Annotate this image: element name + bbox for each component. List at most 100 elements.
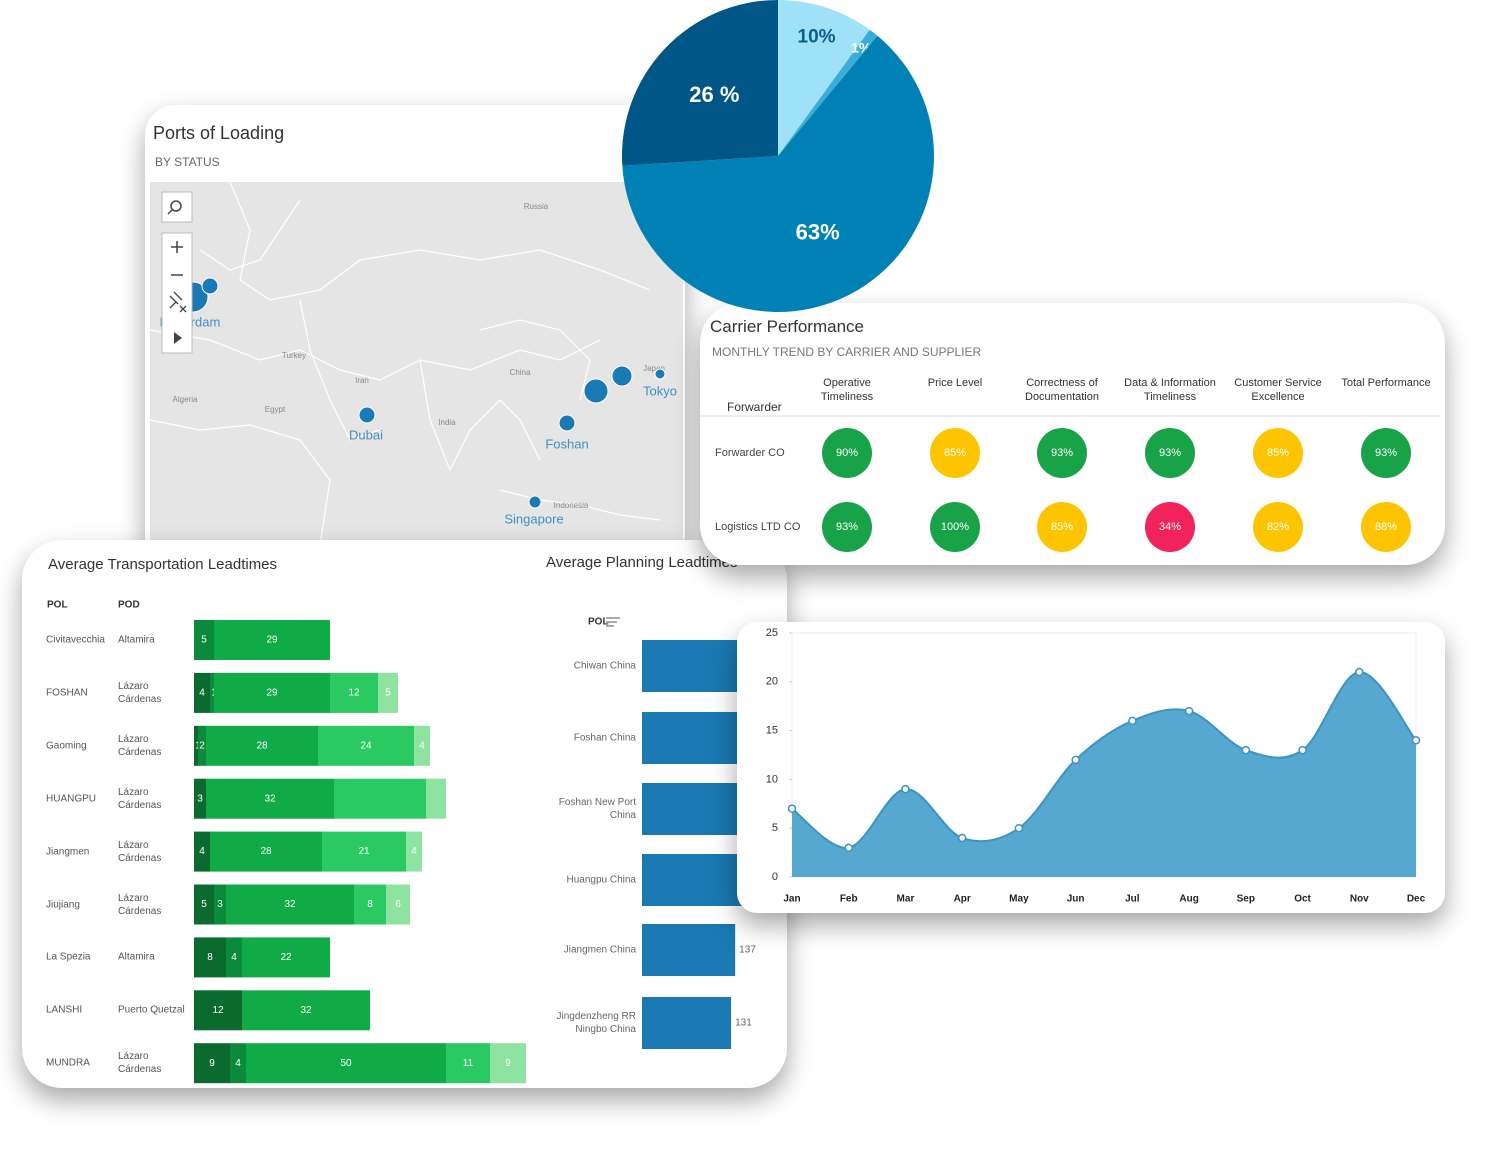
bar bbox=[642, 854, 750, 906]
sort-icon[interactable] bbox=[606, 617, 620, 627]
row-label: Forwarder CO bbox=[715, 446, 785, 459]
status-circle bbox=[1361, 428, 1411, 478]
status-circle bbox=[1361, 502, 1411, 552]
pol-label: Jiangmen bbox=[46, 846, 90, 858]
play-icon[interactable] bbox=[174, 332, 182, 344]
segment-label: 4 bbox=[419, 740, 425, 751]
status-circle bbox=[930, 502, 980, 552]
bar-segment bbox=[226, 884, 354, 925]
segment-label: 4 bbox=[411, 846, 417, 857]
segment-label: 28 bbox=[256, 740, 268, 751]
pol-label: MUNDRA bbox=[46, 1057, 90, 1069]
port-dot bbox=[654, 368, 666, 380]
pod-label: Lázaro Cárdenas bbox=[118, 1051, 162, 1076]
port-label: Tokyo bbox=[643, 383, 677, 398]
pod-label: Lázaro Cárdenas bbox=[118, 733, 162, 758]
x-tick-label: Nov bbox=[1350, 894, 1369, 905]
pie-label: 63% bbox=[796, 220, 840, 245]
status-circle bbox=[1037, 502, 1087, 552]
pol-label: HUANGPU bbox=[46, 793, 97, 805]
segment-label: 5 bbox=[201, 899, 207, 910]
bar-segment bbox=[210, 672, 214, 713]
segment-label: 32 bbox=[300, 1005, 312, 1016]
search-button[interactable] bbox=[161, 191, 193, 223]
port-dot bbox=[528, 495, 542, 509]
pie-label: 26 % bbox=[689, 82, 739, 107]
bar-value-label: 131 bbox=[735, 1018, 752, 1029]
category-label: Jiangmen China bbox=[563, 944, 636, 956]
carrier-canvas: 90% 85% 93% 93% 85% 93% 93% 100% 85% 34% 82% 88% bbox=[700, 415, 1440, 552]
data-point bbox=[957, 833, 967, 843]
pie-chart: 10%1%63%26 % bbox=[621, 0, 934, 312]
segment-label: 4 bbox=[235, 1058, 241, 1069]
area-canvas: 0 5 10 15 20 25 Jan Feb Mar Apr May Jun Jul Aug Sep Oct… bbox=[766, 627, 1426, 905]
port-dot bbox=[558, 414, 576, 432]
y-tick-label: 20 bbox=[766, 676, 778, 688]
map-title: Ports of Loading bbox=[153, 123, 284, 143]
port-label: Dubai bbox=[349, 427, 383, 442]
row-header: Forwarder bbox=[727, 400, 782, 414]
data-point bbox=[1128, 716, 1137, 726]
pod-label: Puerto Quetzal bbox=[118, 1004, 185, 1016]
column-header: POD bbox=[118, 600, 140, 611]
category-label: Foshan China bbox=[573, 732, 636, 744]
column-header: Operative Timeliness bbox=[820, 377, 874, 404]
column-header: Total Performance bbox=[1341, 377, 1431, 389]
port-dot bbox=[583, 378, 609, 404]
port-label: Singapore bbox=[504, 511, 563, 526]
bar bbox=[642, 783, 744, 835]
bar-segment bbox=[414, 725, 430, 766]
data-point bbox=[1241, 745, 1251, 755]
pol-label: Gaoming bbox=[46, 740, 87, 752]
area-chart-panel: 0 5 10 15 20 25 Jan Feb Mar Apr May Jun Jul Aug Sep Oct… bbox=[737, 622, 1445, 913]
bar-segment bbox=[210, 831, 322, 872]
bar-segment bbox=[386, 884, 410, 925]
pie-label: 10% bbox=[798, 26, 836, 47]
category-label: Jingdenzheng RR Ningbo China bbox=[556, 1011, 637, 1035]
status-circle bbox=[1145, 428, 1195, 478]
bar bbox=[642, 997, 732, 1049]
pol-label: Civitavecchia bbox=[46, 634, 105, 646]
segment-label: 12 bbox=[348, 688, 360, 699]
country-label: Turkey bbox=[282, 351, 306, 360]
segment-label: 8 bbox=[207, 952, 213, 963]
zoom-in-icon[interactable] bbox=[171, 241, 183, 253]
status-value: 90% bbox=[836, 447, 858, 459]
status-circle bbox=[822, 428, 872, 478]
panel-subtitle: MONTHLY TREND BY CARRIER AND SUPPLIER bbox=[712, 345, 982, 359]
area-line bbox=[791, 671, 1417, 849]
x-tick-label: Mar bbox=[897, 894, 915, 905]
x-tick-label: Dec bbox=[1407, 894, 1426, 905]
segment-label: 5 bbox=[385, 688, 391, 699]
segment-label: 12 bbox=[212, 1005, 224, 1016]
segment-label: 21 bbox=[358, 846, 370, 857]
data-point bbox=[844, 843, 853, 852]
status-circle bbox=[930, 428, 980, 478]
pin-icon[interactable] bbox=[169, 291, 187, 313]
bar-segment bbox=[194, 884, 214, 925]
segment-label: 4 bbox=[199, 846, 205, 857]
panel-title: Carrier Performance bbox=[710, 317, 864, 336]
pod-label: Lázaro Cárdenas bbox=[118, 892, 162, 917]
segment-label: 4 bbox=[231, 952, 237, 963]
data-point bbox=[1298, 745, 1307, 755]
segment-label: 3 bbox=[197, 793, 203, 804]
segment-label: 8 bbox=[367, 899, 373, 910]
x-tick-label: Jul bbox=[1125, 894, 1140, 905]
country-label: Egypt bbox=[265, 405, 286, 414]
status-value: 85% bbox=[1051, 521, 1073, 533]
status-value: 93% bbox=[836, 521, 858, 533]
status-circle bbox=[822, 502, 872, 552]
map-controls[interactable] bbox=[161, 191, 193, 354]
data-point bbox=[1411, 736, 1421, 745]
segment-label: 9 bbox=[209, 1058, 215, 1069]
search-icon-handle bbox=[167, 209, 173, 215]
bar-segment bbox=[214, 884, 226, 925]
country-label: Algeria bbox=[173, 395, 198, 404]
country-label: Iran bbox=[355, 376, 369, 385]
port-dot bbox=[611, 365, 633, 387]
x-tick-label: May bbox=[1009, 894, 1029, 905]
status-value: 85% bbox=[1267, 447, 1289, 459]
bar-segment bbox=[446, 1043, 490, 1084]
y-tick-label: 25 bbox=[766, 627, 778, 639]
